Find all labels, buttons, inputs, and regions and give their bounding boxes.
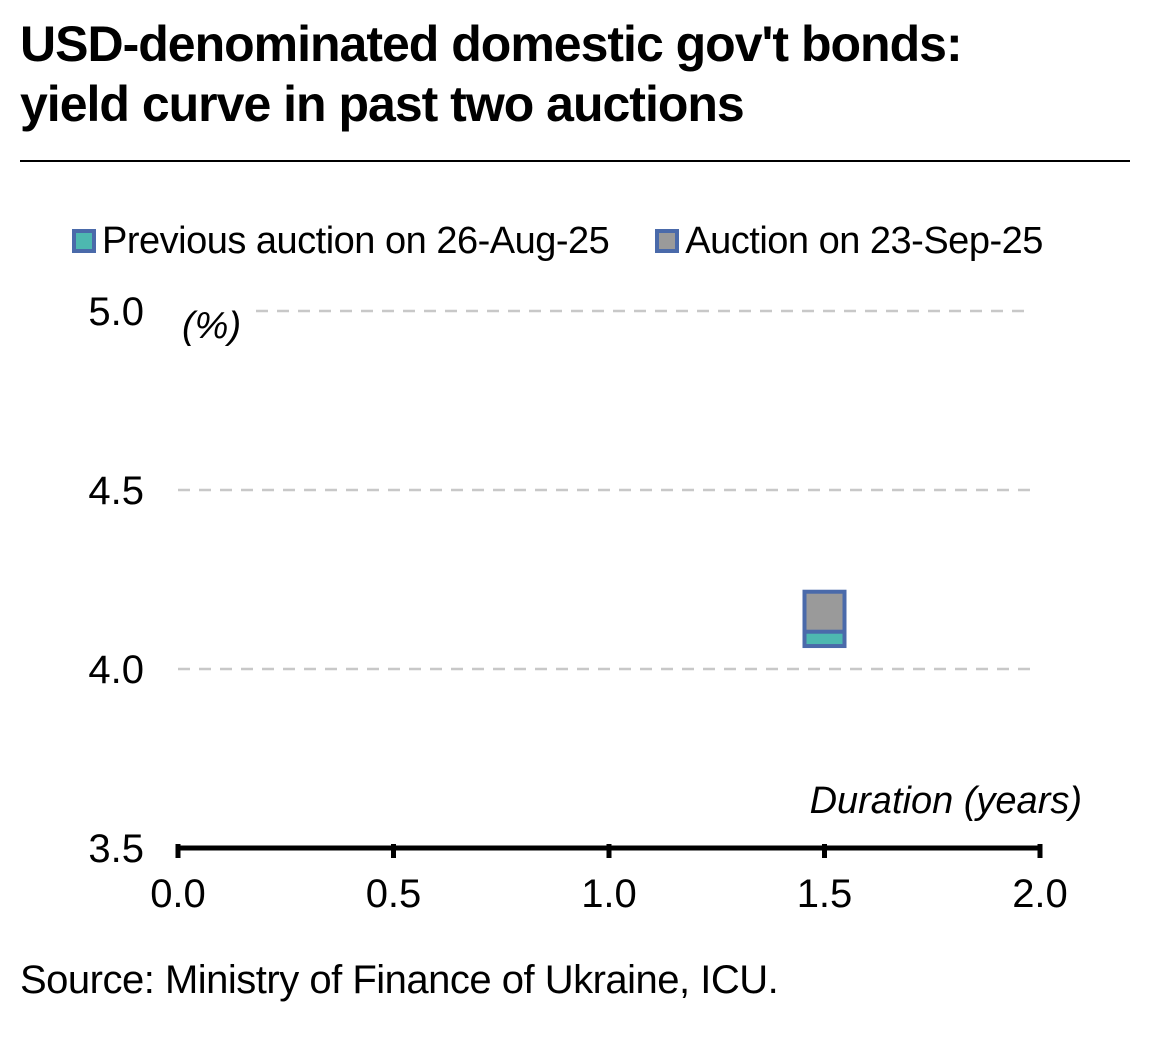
legend-label-current: Auction on 23-Sep-25 [685, 219, 1043, 262]
legend-swatch-previous [72, 229, 96, 253]
data-points [802, 589, 847, 649]
gridlines [178, 309, 1032, 671]
point-current-auction [802, 589, 847, 634]
source-note: Source: Ministry of Finance of Ukraine, … [20, 958, 779, 1002]
legend-swatch-current [655, 229, 680, 253]
legend-label-previous: Previous auction on 26-Aug-25 [102, 219, 610, 262]
y-tick-label: 5.0 [88, 290, 144, 334]
legend-item-current: Auction on 23-Sep-25 [655, 220, 1043, 263]
axes: 3.5 4.0 4.5 5.0 0.0 0.5 1.0 1.5 2.0 (%) Duration (… [88, 290, 1082, 916]
title-divider [20, 160, 1130, 162]
y-tick-label: 4.0 [88, 648, 144, 692]
x-axis-label: Duration (years) [810, 780, 1082, 822]
chart-title: USD-denominated domestic gov't bonds: yi… [20, 14, 1120, 134]
y-tick-label: 3.5 [88, 827, 144, 871]
x-tick-label: 0.0 [150, 872, 206, 916]
x-tick-label: 0.5 [366, 872, 422, 916]
x-tick-label: 1.5 [797, 872, 853, 916]
x-tick-label: 1.0 [581, 872, 637, 916]
y-tick-label: 4.5 [88, 469, 144, 513]
title-line-2: yield curve in past two auctions [20, 76, 745, 132]
y-axis-label: (%) [182, 305, 241, 347]
x-tick-label: 2.0 [1012, 872, 1068, 916]
legend-item-previous: Previous auction on 26-Aug-25 [72, 219, 610, 263]
legend: Previous auction on 26-Aug-25 Auction on… [72, 216, 1089, 266]
title-line-1: USD-denominated domestic gov't bonds: [20, 16, 963, 72]
